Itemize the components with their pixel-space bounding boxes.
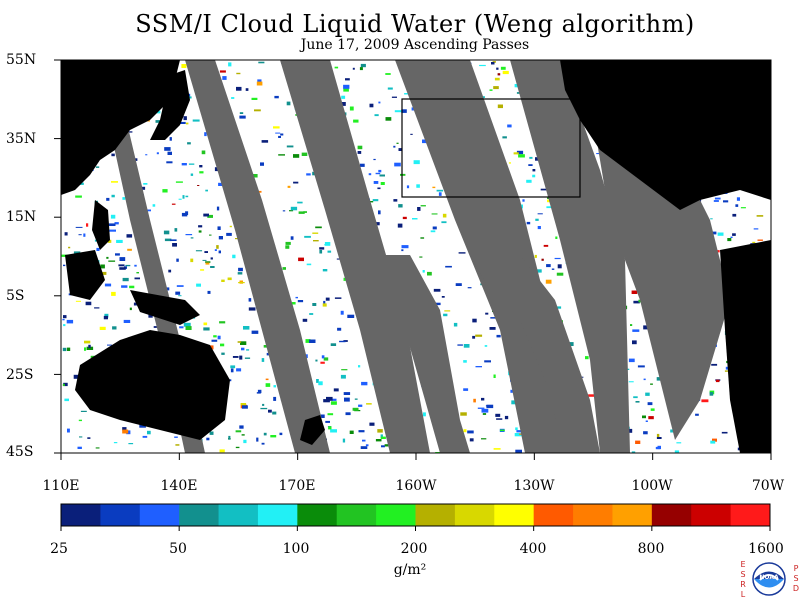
colorbar-label-100: 100	[282, 541, 310, 557]
lon-label-170e: 170E	[278, 478, 316, 494]
colorbar-swatch	[691, 504, 732, 526]
lat-label-25s: 25S	[6, 367, 34, 383]
colorbar-swatch	[100, 504, 141, 526]
colorbar-swatch	[533, 504, 574, 526]
colorbar-label-50: 50	[169, 541, 187, 557]
lat-label-35n: 35N	[6, 131, 37, 147]
colorbar-swatch	[494, 504, 535, 526]
colorbar-swatch	[573, 504, 613, 526]
colorbar-label-400: 400	[519, 541, 547, 557]
colorbar-swatch	[454, 504, 495, 526]
colorbar-swatch	[376, 504, 416, 526]
landmass-south-america	[720, 240, 771, 453]
landmass-japan	[150, 70, 190, 140]
colorbar-swatch	[730, 504, 771, 526]
colorbar-label-25: 25	[50, 541, 68, 557]
map-title: SSM/I Cloud Liquid Water (Weng algorithm…	[135, 10, 695, 38]
swath-gap-3	[280, 60, 430, 453]
colorbar-units: g/m²	[393, 562, 427, 578]
landmass-australia	[75, 330, 230, 440]
lon-label-100w: 100W	[631, 478, 673, 494]
swath-gap-5	[510, 60, 630, 453]
lon-label-110e: 110E	[42, 478, 80, 494]
colorbar-swatch	[139, 504, 180, 526]
map-subtitle: June 17, 2009 Ascending Passes	[300, 37, 530, 53]
lon-label-70w: 70W	[751, 478, 785, 494]
logo-letters-left: E S R L	[740, 560, 746, 599]
landmass-borneo	[65, 250, 105, 300]
landmass-philippines	[92, 200, 110, 250]
colorbar-label-1600: 1600	[748, 541, 784, 557]
colorbar-swatch	[651, 504, 692, 526]
swath-gap-6	[590, 100, 730, 440]
landmasses	[61, 60, 771, 453]
colorbar-label-200: 200	[400, 541, 428, 557]
colorbar-swatch	[612, 504, 653, 526]
colorbar-swatch	[415, 504, 456, 526]
lat-label-15n: 15N	[6, 209, 37, 225]
colorbar-swatch	[179, 504, 220, 526]
colorbar-label-800: 800	[637, 541, 665, 557]
landmass-new-guinea	[130, 290, 200, 325]
colorbar-swatch	[336, 504, 377, 526]
lat-label-55n: 55N	[6, 52, 37, 68]
colorbar-swatch	[297, 504, 338, 526]
region-box	[401, 98, 581, 198]
colorbar-swatch	[218, 504, 259, 526]
colorbar-swatch	[257, 504, 298, 526]
logo-letters-right: P S D	[792, 564, 800, 593]
noaa-logo-emblem: NOAA	[759, 574, 779, 581]
axis-ticks	[54, 59, 772, 460]
landmass-north-america	[560, 60, 771, 210]
lon-label-130w: 130W	[513, 478, 555, 494]
lat-label-45s: 45S	[6, 444, 34, 460]
landmass-new-zealand	[300, 415, 325, 445]
swath-gap-2	[185, 60, 330, 453]
lon-label-140e: 140E	[160, 478, 198, 494]
lon-label-160w: 160W	[395, 478, 437, 494]
swath-gap-7	[370, 255, 470, 453]
landmass-asia	[61, 60, 180, 195]
noaa-logo-icon: NOAA	[748, 562, 790, 598]
swath-gap-8	[470, 255, 600, 453]
colorbar	[60, 503, 771, 531]
lat-label-5s: 5S	[6, 288, 25, 304]
colorbar-swatch	[61, 504, 101, 526]
